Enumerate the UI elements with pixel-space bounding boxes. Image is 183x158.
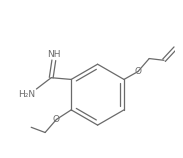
Text: O: O <box>53 115 60 124</box>
Text: NH: NH <box>47 50 61 59</box>
Text: O: O <box>134 67 141 76</box>
Text: H₂N: H₂N <box>18 90 36 99</box>
